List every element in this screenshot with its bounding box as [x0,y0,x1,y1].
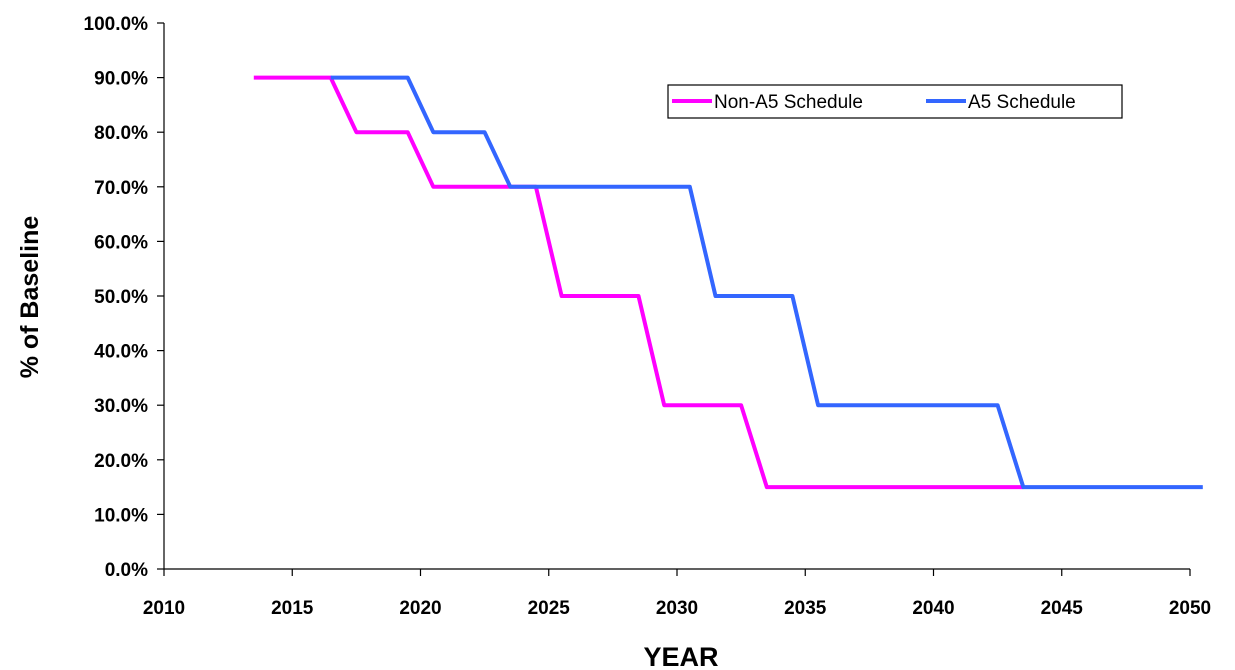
y-tick-label: 80.0% [94,123,148,144]
y-tick-label: 100.0% [84,14,149,35]
series-lines [253,75,1203,490]
legend-label-a5: A5 Schedule [968,92,1076,113]
x-axis-ticks: 2010 2015 2020 2025 2030 2035 2040 2045 2050 [143,569,1211,619]
x-tick-label: 2050 [1169,598,1211,619]
x-tick-label: 2015 [271,598,314,619]
legend-box [667,84,1123,119]
y-tick-label: 40.0% [94,342,148,363]
y-tick-label: 0.0% [105,560,148,581]
x-tick-label: 2035 [784,598,827,619]
y-tick-label: 10.0% [94,505,148,526]
x-tick-label: 2045 [1041,598,1084,619]
y-tick-label: 20.0% [94,451,148,472]
y-tick-label: 50.0% [94,287,148,308]
x-tick-label: 2040 [912,598,954,619]
legend-label-non-a5: Non-A5 Schedule [714,92,863,113]
x-axis-title: YEAR [643,642,718,670]
legend: Non-A5 Schedule A5 Schedule [667,84,1123,119]
y-tick-label: 60.0% [94,232,148,253]
y-tick-label: 30.0% [94,396,148,417]
x-tick-label: 2010 [143,598,185,619]
x-tick-label: 2030 [656,598,698,619]
y-axis-title: % of Baseline [16,216,44,379]
y-tick-label: 90.0% [94,69,148,90]
y-axis-ticks: 0.0% 10.0% 20.0% 30.0% 40.0% 50.0% 60.0% 70.0% 8… [84,14,164,581]
x-tick-label: 2020 [399,598,441,619]
series-line-a5 [330,75,1203,490]
series-line-non-a5 [253,75,1024,490]
x-tick-label: 2025 [528,598,571,619]
y-tick-label: 70.0% [94,178,148,199]
